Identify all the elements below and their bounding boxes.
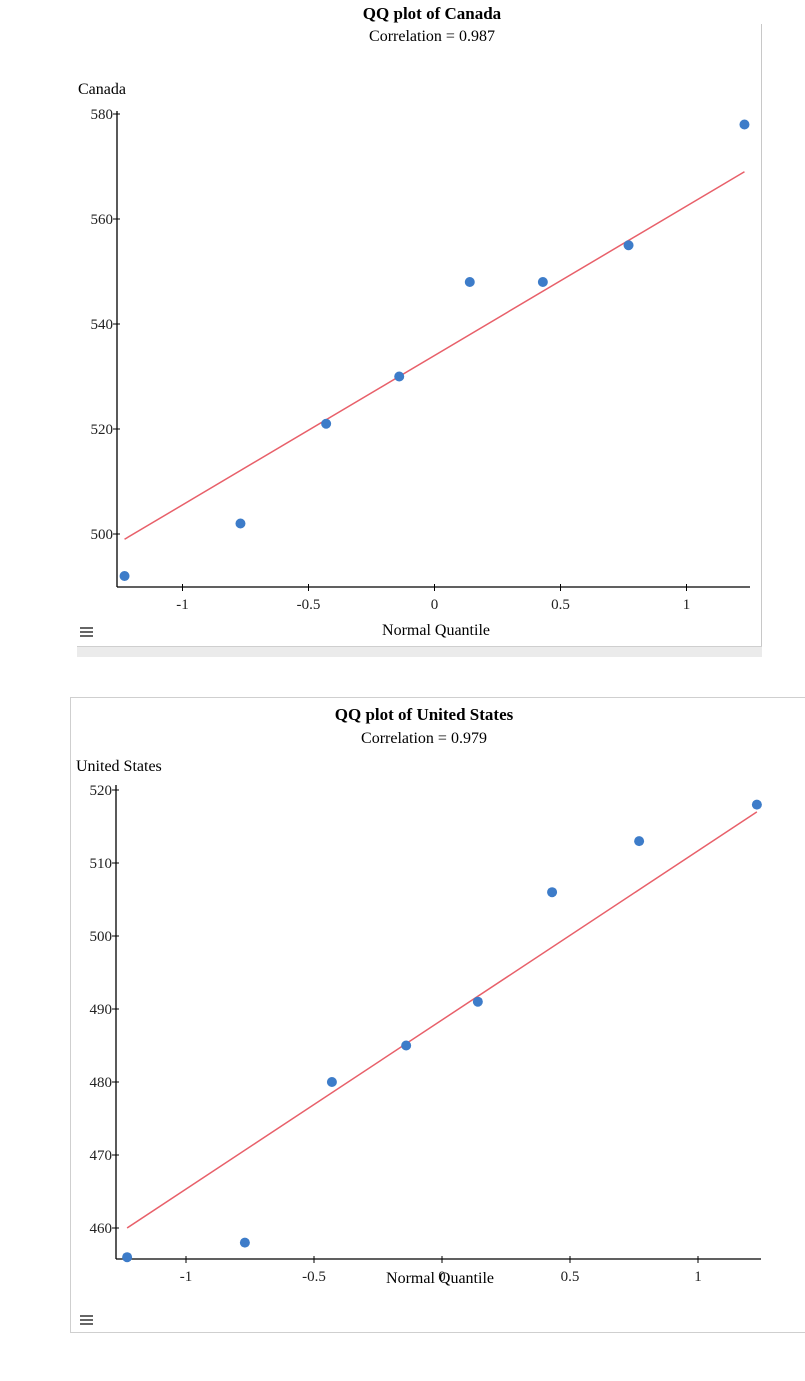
qq-plot-united-states-panel: QQ plot of United States Correlation = 0…	[70, 697, 805, 1333]
svg-text:-0.5: -0.5	[302, 1269, 326, 1285]
hamburger-menu-icon[interactable]	[80, 627, 93, 639]
svg-text:0: 0	[431, 597, 439, 613]
svg-text:-1: -1	[176, 597, 189, 613]
y-axis-label: United States	[76, 758, 162, 775]
svg-text:540: 540	[91, 317, 114, 333]
axes: 500 520 540 560 580 -1 -0.5 0 0.5 1	[91, 107, 750, 613]
svg-text:510: 510	[90, 856, 113, 872]
svg-text:480: 480	[90, 1075, 113, 1091]
x-axis-label: Normal Quantile	[382, 622, 490, 639]
qq-plot-united-states-chart: QQ plot of United States Correlation = 0…	[76, 705, 762, 1287]
qq-plot-canada-chart: QQ plot of Canada Correlation = 0.987 Ca…	[78, 4, 750, 639]
chart-title: QQ plot of Canada	[363, 4, 502, 23]
svg-text:0.5: 0.5	[551, 597, 570, 613]
chart-title: QQ plot of United States	[335, 705, 514, 724]
y-axis-label: Canada	[78, 81, 126, 98]
svg-text:490: 490	[90, 1002, 113, 1018]
chart-subtitle: Correlation = 0.987	[369, 28, 495, 45]
svg-text:1: 1	[683, 597, 691, 613]
qq-plot-canada-panel: QQ plot of Canada Correlation = 0.987 Ca…	[0, 0, 762, 657]
svg-text:470: 470	[90, 1148, 113, 1164]
svg-text:500: 500	[91, 527, 114, 543]
svg-text:520: 520	[90, 783, 113, 799]
hamburger-menu-icon[interactable]	[80, 1315, 93, 1327]
svg-text:-0.5: -0.5	[297, 597, 321, 613]
panel-bottom-bar	[77, 646, 762, 657]
svg-text:500: 500	[90, 929, 113, 945]
data-points	[122, 799, 762, 1263]
svg-text:520: 520	[91, 422, 114, 438]
fit-line	[126, 811, 758, 1229]
svg-text:560: 560	[91, 212, 114, 228]
fit-line	[124, 171, 745, 540]
data-points	[119, 119, 750, 581]
axes: 460 470 480 490 500 510 520 -1 -0.5 0 0.5 1	[90, 783, 761, 1285]
svg-text:-1: -1	[180, 1269, 193, 1285]
panel-border	[761, 24, 762, 657]
svg-text:1: 1	[694, 1269, 702, 1285]
svg-text:580: 580	[91, 107, 114, 123]
svg-text:0.5: 0.5	[561, 1269, 580, 1285]
svg-text:0: 0	[438, 1269, 446, 1285]
svg-text:460: 460	[90, 1221, 113, 1237]
chart-subtitle: Correlation = 0.979	[361, 730, 487, 747]
x-axis-label: Normal Quantile	[386, 1270, 494, 1287]
